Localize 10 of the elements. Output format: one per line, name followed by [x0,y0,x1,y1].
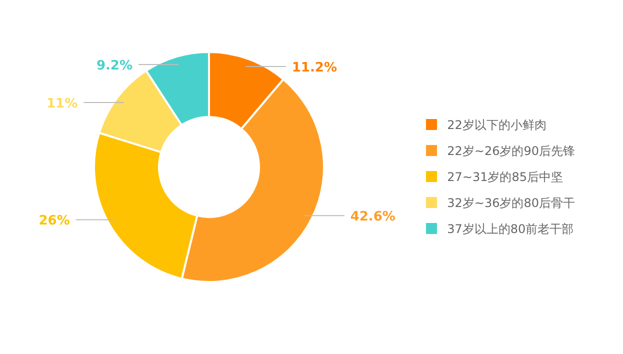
data-label: 9.2% [96,58,133,74]
legend-label: 27~31岁的85后中坚 [447,170,563,184]
data-label: 11.2% [292,60,337,76]
legend-label: 22岁以下的小鲜肉 [447,118,546,132]
data-label: 11% [46,96,78,112]
legend-label: 32岁~36岁的80后骨干 [447,196,575,210]
data-label: 26% [38,214,70,229]
legend-label: 22岁~26岁的90后先锋 [447,144,575,158]
data-label: 42.6% [350,210,396,225]
legend-label: 37岁以上的80前老干部 [447,222,574,236]
